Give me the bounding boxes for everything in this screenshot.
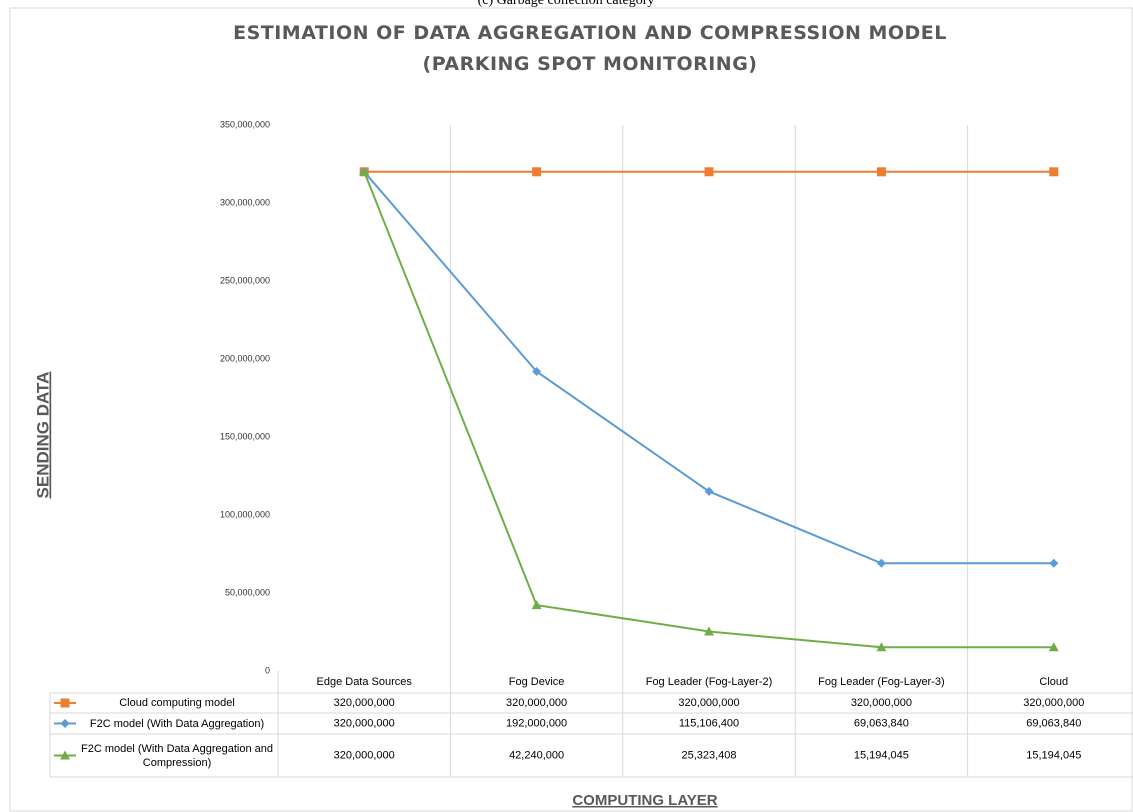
y-axis-label: SENDING DATA <box>33 372 52 499</box>
marker <box>704 486 714 496</box>
y-tick-label: 0 <box>265 665 270 675</box>
table-cell: 69,063,840 <box>1026 717 1081 729</box>
x-tick-label: Fog Leader (Fog-Layer-2) <box>646 676 773 688</box>
table-cell: 42,240,000 <box>509 749 564 761</box>
y-tick-label: 250,000,000 <box>220 275 270 285</box>
legend-label: F2C model (With Data Aggregation and Com… <box>81 742 273 769</box>
y-tick-label: 150,000,000 <box>220 431 270 441</box>
legend-label-box: F2C model (With Data Aggregation) <box>89 717 265 730</box>
table-cell: 320,000,000 <box>678 697 739 709</box>
chart-title-box: ESTIMATION OF DATA AGGREGATION AND COMPR… <box>233 22 947 75</box>
x-tick-label: Fog Leader (Fog-Layer-3) <box>818 676 945 688</box>
y-tick-label: 300,000,000 <box>220 197 270 207</box>
table-cell: 320,000,000 <box>1023 697 1084 709</box>
marker <box>60 750 70 760</box>
table-cell: 320,000,000 <box>506 697 567 709</box>
marker <box>1048 642 1059 652</box>
legend-label-box: Cloud computing model <box>119 697 235 709</box>
x-tick-label: Cloud <box>1039 676 1068 688</box>
chart-frame <box>9 7 1133 812</box>
y-tick-label: 50,000,000 <box>225 587 270 597</box>
marker <box>60 698 70 708</box>
marker <box>1049 558 1059 568</box>
x-axis-label: COMPUTING LAYER <box>572 792 717 809</box>
y-tick-label: 100,000,000 <box>220 509 270 519</box>
marker <box>876 642 887 652</box>
table-cell: 15,194,045 <box>854 749 909 761</box>
table-cell: 320,000,000 <box>334 749 395 761</box>
marker <box>876 167 886 177</box>
table-cell: 320,000,000 <box>851 697 912 709</box>
table-cell: 320,000,000 <box>334 717 395 729</box>
marker <box>532 366 542 376</box>
table-cell: 25,323,408 <box>681 749 736 761</box>
table-cell: 69,063,840 <box>854 717 909 729</box>
marker <box>876 558 886 568</box>
marker <box>359 166 370 176</box>
x-tick-label: Edge Data Sources <box>317 676 413 688</box>
legend-label-box: F2C model (With Data Aggregation and Com… <box>81 742 273 769</box>
marker <box>1049 167 1059 177</box>
y-tick-label: 200,000,000 <box>220 353 270 363</box>
marker <box>60 719 70 728</box>
marker <box>704 167 714 177</box>
legend-label: Cloud computing model <box>119 697 235 709</box>
x-tick-label: Fog Device <box>509 676 565 688</box>
marker <box>704 626 714 636</box>
table-cell: 192,000,000 <box>506 717 567 729</box>
marker <box>531 600 542 610</box>
table-cell: 320,000,000 <box>334 697 395 709</box>
table-cell: 15,194,045 <box>1026 749 1081 761</box>
chart-title: ESTIMATION OF DATA AGGREGATION AND COMPR… <box>233 22 947 75</box>
table-cell: 115,106,400 <box>679 717 739 729</box>
marker <box>532 167 542 177</box>
caption: (c) Garbage collection category <box>478 0 655 8</box>
y-tick-label: 350,000,000 <box>220 119 270 129</box>
legend-label: F2C model (With Data Aggregation) <box>89 717 265 730</box>
